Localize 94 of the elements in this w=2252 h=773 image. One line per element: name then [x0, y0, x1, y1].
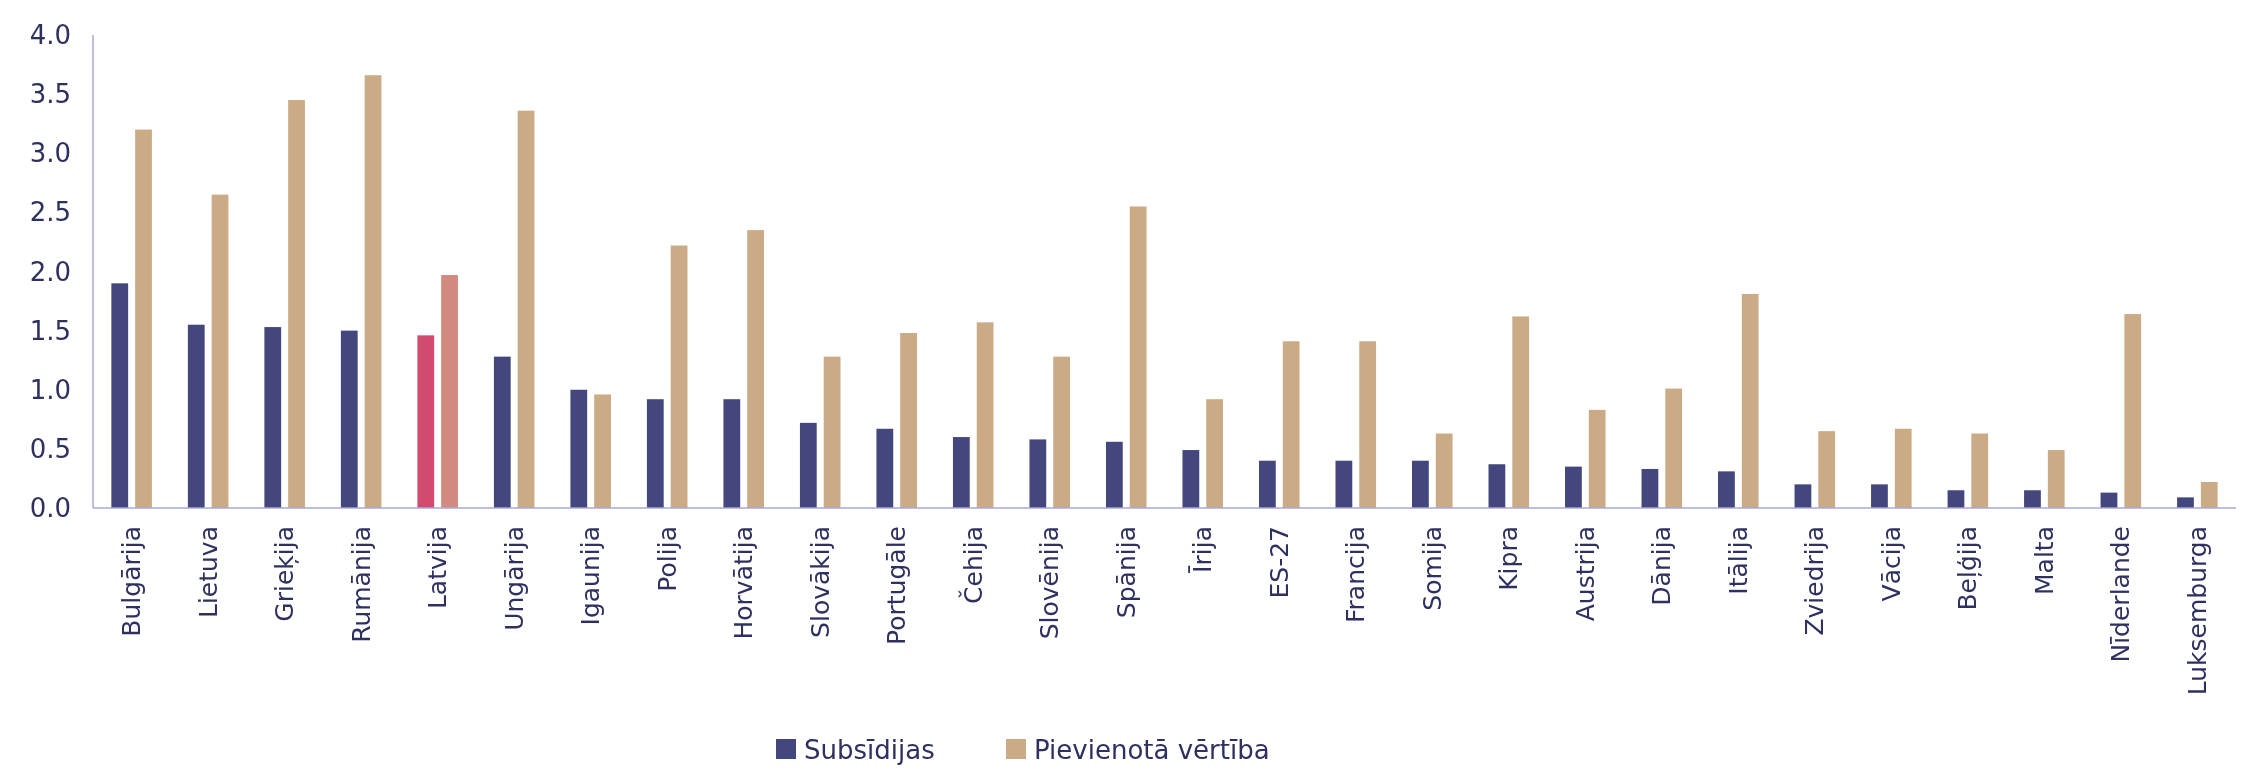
x-tick-label: Zviedrija	[1800, 526, 1830, 636]
bar	[594, 394, 611, 508]
x-tick-label: Malta	[2029, 526, 2059, 595]
bar	[1512, 316, 1530, 508]
x-tick-label: Itālija	[1723, 526, 1753, 595]
x-tick-label: Grieķija	[270, 526, 300, 622]
bar	[493, 356, 511, 508]
bar	[2024, 490, 2041, 508]
bar	[1258, 460, 1276, 508]
y-tick-label: 3.0	[29, 138, 71, 169]
bar	[1029, 439, 1047, 508]
x-tick-label: Somija	[1417, 526, 1447, 611]
bar	[340, 330, 358, 508]
bar	[517, 110, 535, 508]
bar	[2200, 481, 2218, 508]
x-tick-label: Portugāle	[882, 526, 912, 645]
y-tick-label: 4.0	[29, 20, 71, 50]
y-tick-label: 2.5	[29, 197, 71, 228]
x-tick-label: Bulgārija	[117, 526, 147, 637]
x-tick-label: Austrija	[1570, 526, 1600, 622]
x-tick-label: Vācija	[1876, 526, 1906, 602]
x-tick-label: Slovēnija	[1035, 526, 1065, 640]
bar	[1359, 341, 1377, 508]
bar	[417, 335, 435, 508]
bar	[747, 230, 764, 508]
bar	[1588, 409, 1606, 508]
y-tick-label: 1.0	[29, 374, 71, 405]
bar	[1129, 206, 1147, 508]
bar	[570, 389, 588, 508]
bar	[900, 332, 917, 508]
bar	[876, 428, 894, 508]
x-tick-label: Ungārija	[499, 526, 529, 631]
x-tick-label: Lietuva	[193, 526, 223, 619]
bar	[1741, 293, 1759, 508]
bar	[1871, 484, 1888, 508]
x-tick-label: Spānija	[1111, 526, 1141, 619]
bar	[364, 75, 382, 508]
x-tick-label: Igaunija	[576, 526, 606, 626]
bar	[1435, 433, 1453, 508]
y-tick-label: 0.0	[29, 493, 71, 523]
x-tick-label: Rumānija	[346, 526, 376, 643]
bar	[288, 100, 305, 508]
bar	[1053, 356, 1071, 508]
bar	[2047, 450, 2065, 508]
bar	[135, 129, 152, 508]
bar	[976, 322, 994, 508]
x-tick-label: Latvija	[423, 526, 453, 610]
bar	[670, 245, 688, 508]
bar	[723, 399, 741, 508]
bar	[2177, 497, 2194, 508]
x-tick-label: Dānija	[1647, 526, 1677, 606]
bar	[264, 327, 282, 508]
bar	[1282, 341, 1300, 508]
bar	[211, 194, 229, 508]
legend-label: Pievienotā vērtība	[1034, 735, 1270, 765]
bar	[646, 399, 664, 508]
bar	[187, 324, 205, 508]
bar	[1894, 428, 1912, 508]
bar	[1818, 431, 1836, 508]
bar	[823, 356, 841, 508]
bar	[111, 283, 129, 508]
bar	[952, 437, 970, 508]
bar	[1182, 450, 1200, 508]
x-tick-label: Horvātija	[729, 526, 759, 640]
bar	[2124, 314, 2142, 508]
x-tick-label: Polija	[652, 526, 682, 592]
x-tick-label: Luksemburga	[2182, 526, 2212, 696]
bar	[1206, 399, 1224, 508]
x-tick-label: ES-27	[1264, 526, 1294, 599]
legend-label: Subsīdijas	[804, 735, 935, 765]
x-tick-label: Nīderlande	[2106, 526, 2136, 663]
y-tick-label: 1.5	[29, 315, 71, 346]
bar	[1971, 433, 1989, 508]
x-tick-label: Slovākija	[805, 526, 835, 638]
x-tick-label: Čehija	[957, 526, 988, 604]
x-tick-label: Francija	[1341, 526, 1371, 623]
bar	[1565, 466, 1582, 508]
bar	[441, 275, 458, 508]
bar	[1105, 441, 1123, 508]
x-tick-label: Beļģija	[1953, 526, 1983, 611]
bar	[1641, 468, 1659, 508]
x-tick-label: Īrija	[1188, 526, 1218, 573]
y-tick-label: 0.5	[29, 433, 71, 464]
bar	[799, 422, 817, 508]
bar	[1335, 460, 1353, 508]
bar	[1665, 388, 1683, 508]
x-tick-label: Kipra	[1494, 526, 1524, 591]
y-tick-label: 2.0	[29, 256, 71, 287]
bar	[1488, 464, 1506, 508]
y-tick-label: 3.5	[29, 79, 71, 110]
bar	[1718, 471, 1735, 508]
bar	[1794, 484, 1812, 508]
bar	[1947, 490, 1965, 508]
bar	[1412, 460, 1429, 508]
